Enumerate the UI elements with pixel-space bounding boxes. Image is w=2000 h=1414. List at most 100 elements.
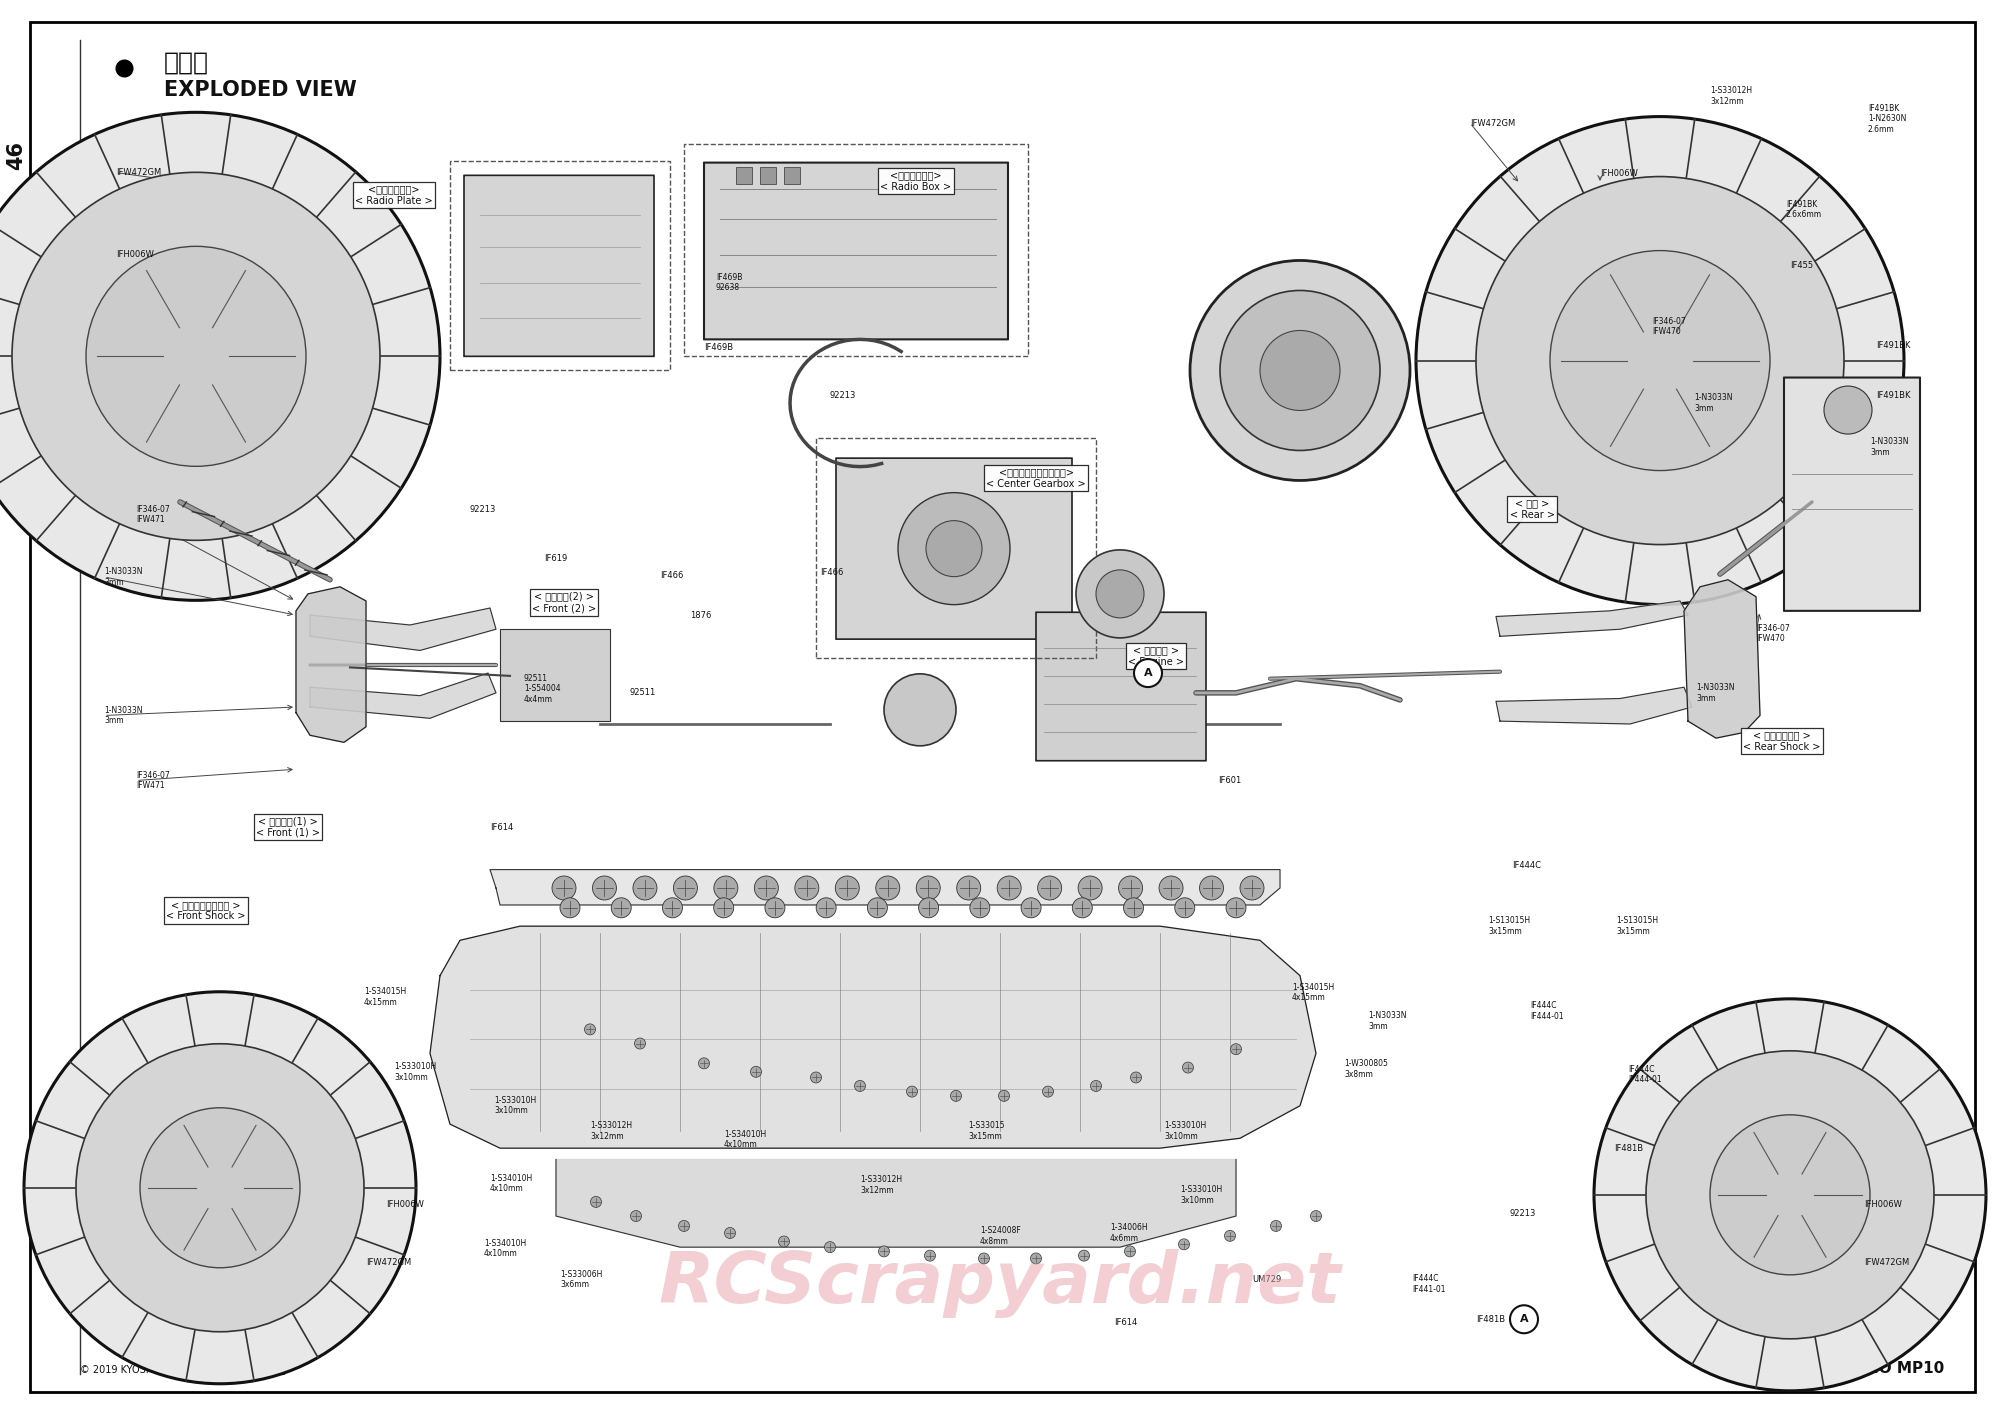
Circle shape xyxy=(794,877,818,899)
Circle shape xyxy=(1178,1239,1190,1250)
Text: IF491BK
2.6x6mm: IF491BK 2.6x6mm xyxy=(1786,199,1822,219)
Circle shape xyxy=(1160,877,1184,899)
Bar xyxy=(500,629,610,721)
Text: IF444C: IF444C xyxy=(1512,861,1540,870)
Circle shape xyxy=(1646,1051,1934,1339)
Polygon shape xyxy=(1496,687,1692,724)
Bar xyxy=(784,167,800,184)
Circle shape xyxy=(1076,550,1164,638)
Text: 1-S33006H
3x6mm: 1-S33006H 3x6mm xyxy=(560,1270,602,1290)
Circle shape xyxy=(1130,1072,1142,1083)
Polygon shape xyxy=(430,926,1316,1148)
Text: IF346-07
IFW470: IF346-07 IFW470 xyxy=(1652,317,1686,337)
Text: IFH006W: IFH006W xyxy=(116,250,154,259)
Circle shape xyxy=(1072,898,1092,918)
Circle shape xyxy=(1042,1086,1054,1097)
Text: IF466: IF466 xyxy=(820,568,844,577)
Circle shape xyxy=(878,1246,890,1257)
Text: A: A xyxy=(1520,1314,1528,1325)
Circle shape xyxy=(1226,898,1246,918)
Text: 1-S33012H
3x12mm: 1-S33012H 3x12mm xyxy=(1710,86,1752,106)
Circle shape xyxy=(854,1080,866,1092)
Circle shape xyxy=(884,674,956,745)
Circle shape xyxy=(86,246,306,467)
Circle shape xyxy=(998,1090,1010,1102)
Polygon shape xyxy=(556,1159,1236,1247)
Circle shape xyxy=(714,877,738,899)
Text: <メカプレート>
< Radio Plate >: <メカプレート> < Radio Plate > xyxy=(356,184,432,206)
Text: 1-N3033N
3mm: 1-N3033N 3mm xyxy=(1694,393,1732,413)
Circle shape xyxy=(1038,877,1062,899)
Circle shape xyxy=(24,991,416,1384)
Polygon shape xyxy=(310,608,496,650)
Circle shape xyxy=(1124,1246,1136,1257)
Circle shape xyxy=(724,1227,736,1239)
Circle shape xyxy=(970,898,990,918)
FancyBboxPatch shape xyxy=(1036,612,1206,761)
Text: 1-N3033N
3mm: 1-N3033N 3mm xyxy=(104,567,142,587)
Circle shape xyxy=(898,492,1010,605)
Circle shape xyxy=(876,877,900,899)
Circle shape xyxy=(1030,1253,1042,1264)
Text: 1-34006H
4x6mm: 1-34006H 4x6mm xyxy=(1110,1223,1148,1243)
Circle shape xyxy=(140,1107,300,1268)
Bar xyxy=(684,144,1028,356)
Text: 1-N3033N
3mm: 1-N3033N 3mm xyxy=(1368,1011,1406,1031)
Circle shape xyxy=(630,1210,642,1222)
Text: 1-S13015H
3x15mm: 1-S13015H 3x15mm xyxy=(1616,916,1658,936)
FancyBboxPatch shape xyxy=(836,458,1072,639)
Circle shape xyxy=(1118,877,1142,899)
Text: 1-N3033N
3mm: 1-N3033N 3mm xyxy=(1696,683,1734,703)
Text: 1-S34015H
4x15mm: 1-S34015H 4x15mm xyxy=(1292,983,1334,1003)
Text: < フロント(2) >
< Front (2) >: < フロント(2) > < Front (2) > xyxy=(532,591,596,614)
Circle shape xyxy=(590,1196,602,1208)
Text: IF466: IF466 xyxy=(660,571,684,580)
Circle shape xyxy=(678,1220,690,1232)
Circle shape xyxy=(634,1038,646,1049)
Circle shape xyxy=(584,1024,596,1035)
Circle shape xyxy=(1260,331,1340,410)
Circle shape xyxy=(714,898,734,918)
Text: IFW472GM: IFW472GM xyxy=(366,1258,412,1267)
Circle shape xyxy=(1096,570,1144,618)
Circle shape xyxy=(1220,290,1380,451)
Circle shape xyxy=(1174,898,1194,918)
Text: 1-S33012H
3x12mm: 1-S33012H 3x12mm xyxy=(860,1175,902,1195)
Circle shape xyxy=(1200,877,1224,899)
Text: IF619: IF619 xyxy=(544,554,568,563)
Text: IF481B: IF481B xyxy=(1476,1315,1506,1324)
Text: INFERNO MP10: INFERNO MP10 xyxy=(1814,1362,1944,1376)
Text: 1-S34015H
4x15mm: 1-S34015H 4x15mm xyxy=(364,987,406,1007)
Circle shape xyxy=(1134,659,1162,687)
Circle shape xyxy=(1022,898,1042,918)
Circle shape xyxy=(0,112,440,601)
Text: < フロントダンパー >
< Front Shock >: < フロントダンパー > < Front Shock > xyxy=(166,899,246,922)
Text: IF346-07
IFW471: IF346-07 IFW471 xyxy=(136,771,170,790)
Polygon shape xyxy=(1684,580,1760,738)
Text: IF346-07
IFW470: IF346-07 IFW470 xyxy=(1756,624,1790,643)
Text: RCScrapyard.net: RCScrapyard.net xyxy=(658,1250,1342,1318)
Circle shape xyxy=(1710,1114,1870,1275)
FancyBboxPatch shape xyxy=(704,163,1008,339)
Circle shape xyxy=(956,877,980,899)
Circle shape xyxy=(12,173,380,540)
Text: 92511: 92511 xyxy=(630,689,656,697)
Text: IFW472GM: IFW472GM xyxy=(1470,119,1516,127)
Text: 1-S33010H
3x10mm: 1-S33010H 3x10mm xyxy=(1164,1121,1206,1141)
Text: IF455: IF455 xyxy=(1790,262,1814,270)
Text: 1-S34010H
4x10mm: 1-S34010H 4x10mm xyxy=(484,1239,526,1258)
Text: IF601: IF601 xyxy=(1218,776,1242,785)
Circle shape xyxy=(816,898,836,918)
Circle shape xyxy=(552,877,576,899)
Circle shape xyxy=(1550,250,1770,471)
Circle shape xyxy=(592,877,616,899)
Text: IF469B
92638: IF469B 92638 xyxy=(716,273,742,293)
Circle shape xyxy=(1270,1220,1282,1232)
Circle shape xyxy=(612,898,632,918)
Text: < フロント(1) >
< Front (1) >: < フロント(1) > < Front (1) > xyxy=(256,816,320,839)
Circle shape xyxy=(778,1236,790,1247)
Text: IF491BK
1-N2630N
2.6mm: IF491BK 1-N2630N 2.6mm xyxy=(1868,103,1906,134)
Bar xyxy=(450,161,670,370)
Circle shape xyxy=(950,1090,962,1102)
Circle shape xyxy=(824,1241,836,1253)
